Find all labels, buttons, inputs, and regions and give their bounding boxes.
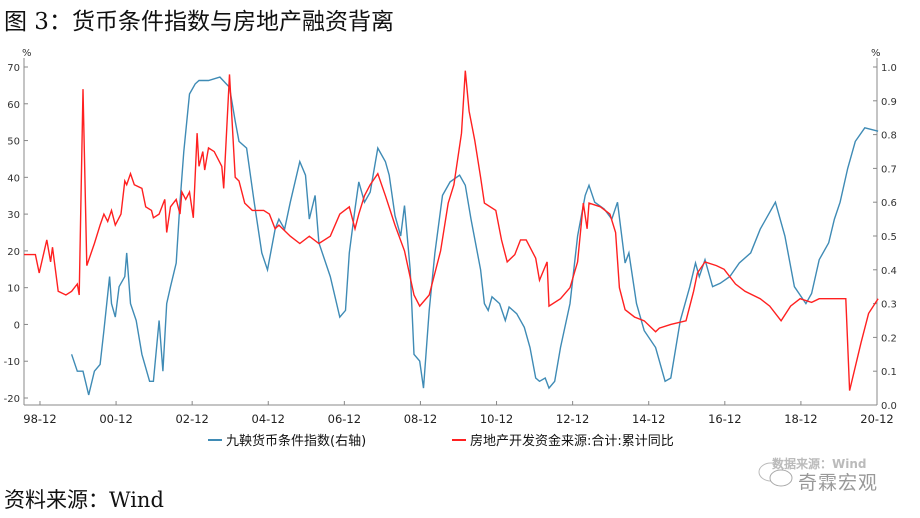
source-note: 资料来源：Wind bbox=[4, 488, 164, 512]
right-tick-label: 0.3 bbox=[881, 300, 897, 311]
right-tick-label: 0.7 bbox=[881, 164, 897, 175]
right-tick-label: 0.1 bbox=[881, 367, 897, 378]
left-tick-label: 10 bbox=[7, 284, 20, 295]
right-tick-label: 0.4 bbox=[881, 266, 897, 277]
left-tick-label: 60 bbox=[7, 100, 20, 111]
left-tick-label: 20 bbox=[7, 247, 20, 258]
right-tick-label: 0.6 bbox=[881, 198, 897, 209]
watermark-source: 数据来源：Wind bbox=[772, 457, 867, 471]
x-tick-label: 02-12 bbox=[175, 412, 208, 426]
right-tick-label: 0.5 bbox=[881, 232, 897, 243]
left-tick-label: 30 bbox=[7, 210, 20, 221]
x-tick-label: 16-12 bbox=[708, 412, 741, 426]
x-tick-label: 12-12 bbox=[556, 412, 589, 426]
series-line-monetary-index bbox=[70, 76, 879, 396]
left-tick-label: -20 bbox=[4, 394, 20, 405]
series-line-real-estate-funding bbox=[24, 70, 879, 391]
x-tick-label: 98-12 bbox=[23, 412, 56, 426]
right-axis-unit: % bbox=[871, 48, 881, 59]
x-tick-label: 14-12 bbox=[632, 412, 665, 426]
right-tick-label: 0.0 bbox=[881, 401, 897, 412]
chart-title: 图 3：货币条件指数与房地产融资背离 bbox=[4, 9, 394, 35]
right-tick-label: 1.0 bbox=[881, 63, 897, 74]
x-tick-label: 20-12 bbox=[860, 412, 893, 426]
right-tick-label: 0.2 bbox=[881, 333, 897, 344]
wechat-icon bbox=[758, 462, 793, 487]
legend-label: 房地产开发资金来源:合计:累计同比 bbox=[470, 433, 674, 449]
left-tick-label: 0 bbox=[14, 320, 20, 331]
left-tick-label: 70 bbox=[7, 63, 20, 74]
left-tick-label: -10 bbox=[4, 357, 20, 368]
line-chart: % % -20 -10 0 10 20 30 40 50 60 70 0.0 0.1 0.2 0.3 0.4 0.… bbox=[4, 48, 897, 449]
x-tick-label: 08-12 bbox=[404, 412, 437, 426]
right-tick-label: 0.9 bbox=[881, 97, 897, 108]
legend-label: 九鞅货币条件指数(右轴) bbox=[226, 433, 366, 449]
x-tick-label: 00-12 bbox=[99, 412, 132, 426]
x-tick-label: 18-12 bbox=[784, 412, 817, 426]
right-tick-label: 0.8 bbox=[881, 131, 897, 142]
left-tick-label: 40 bbox=[7, 173, 20, 184]
left-axis-unit: % bbox=[22, 48, 32, 59]
x-tick-label: 04-12 bbox=[252, 412, 285, 426]
x-tick-label: 06-12 bbox=[328, 412, 361, 426]
watermark-brand: 奇霖宏观 bbox=[798, 472, 879, 494]
x-tick-label: 10-12 bbox=[480, 412, 513, 426]
left-tick-label: 50 bbox=[7, 137, 20, 148]
